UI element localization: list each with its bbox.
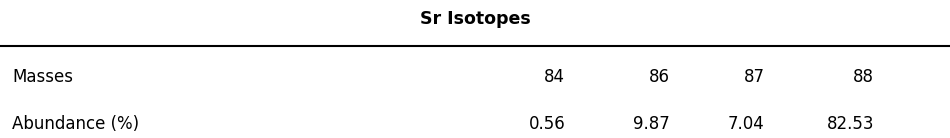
Text: Sr Isotopes: Sr Isotopes (420, 10, 530, 28)
Text: 86: 86 (649, 68, 670, 86)
Text: 87: 87 (744, 68, 765, 86)
Text: 7.04: 7.04 (728, 115, 765, 133)
Text: 88: 88 (853, 68, 874, 86)
Text: 84: 84 (544, 68, 565, 86)
Text: 9.87: 9.87 (633, 115, 670, 133)
Text: Masses: Masses (12, 68, 73, 86)
Text: 82.53: 82.53 (826, 115, 874, 133)
Text: 0.56: 0.56 (528, 115, 565, 133)
Text: Abundance (%): Abundance (%) (12, 115, 140, 133)
